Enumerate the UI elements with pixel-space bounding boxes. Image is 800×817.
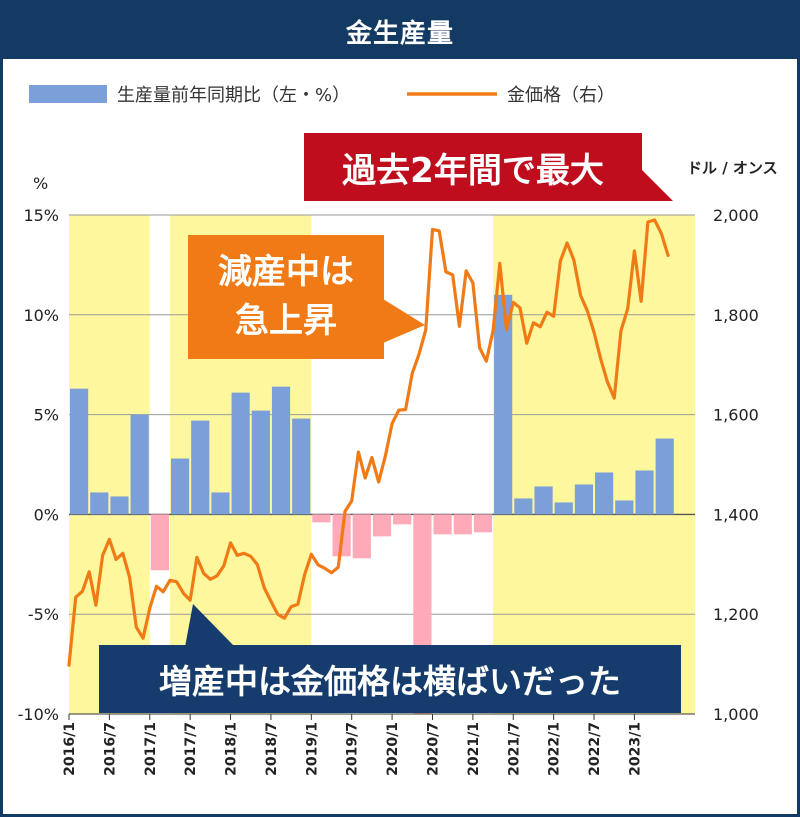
left-tick-label: -10% (18, 705, 59, 724)
x-tick-label: 2016/1 (62, 722, 78, 776)
x-tick-label: 2021/1 (466, 722, 482, 776)
left-tick-label: 10% (23, 306, 59, 325)
x-tick-label: 2018/1 (224, 722, 240, 776)
x-tick-label: 2023/1 (627, 722, 643, 776)
callout-reduction-surge: 減産中は 急上昇 (188, 235, 384, 359)
bar-2020-1 (393, 514, 412, 525)
bar-2022-1 (554, 502, 573, 515)
callout-mid-line1: 減産中は (218, 252, 354, 292)
right-tick-label: 2,000 (713, 206, 759, 225)
x-tick-label: 2019/7 (345, 722, 361, 776)
x-tick-label: 2016/7 (102, 722, 118, 776)
bar-2016-7 (110, 496, 129, 515)
right-tick-label: 1,800 (713, 306, 759, 325)
legend-bar-label: 生産量前年同期比（左・%） (117, 85, 350, 106)
left-tick-label: 15% (23, 206, 59, 225)
callout-max-two-years: 過去2年間で最大 (304, 133, 642, 201)
bar-2018-4 (251, 410, 270, 515)
bar-2022-7 (595, 472, 614, 515)
bar-2022-4 (574, 484, 594, 515)
left-axis-unit: % (33, 174, 48, 193)
bar-2018-10 (292, 418, 311, 515)
legend-line-label: 金価格（右） (507, 85, 615, 106)
line-series-layer (67, 218, 670, 667)
bar-2020-7 (433, 514, 452, 535)
bar-2016-4 (90, 492, 109, 515)
bar-2017-7 (191, 420, 210, 515)
right-tick-label: 1,400 (713, 505, 759, 524)
bar-2020-10 (453, 514, 472, 535)
bar-2019-7 (352, 514, 371, 559)
legend-bar-swatch (29, 85, 107, 103)
x-tick-label: 2022/1 (547, 722, 563, 776)
bar-2017-10 (211, 492, 230, 515)
bar-2023-1 (635, 470, 654, 515)
bar-2019-10 (372, 514, 392, 537)
left-tick-label: -5% (28, 605, 59, 624)
bar-2021-4 (494, 294, 513, 515)
left-tick-label: 0% (34, 505, 59, 524)
x-tick-label: 2017/7 (183, 722, 199, 776)
callout-bottom-pointer (185, 604, 235, 647)
gold-price-line (67, 218, 670, 667)
bar-2022-10 (615, 500, 634, 515)
bar-2017-1 (150, 514, 169, 571)
callout-mid-line2: 急上昇 (235, 301, 337, 341)
right-axis-unit: ドル / オンス (687, 159, 778, 177)
x-tick-label: 2022/7 (587, 722, 603, 776)
bar-2018-7 (271, 386, 291, 515)
chart-title: 金生産量 (3, 3, 797, 59)
bar-2021-1 (473, 514, 493, 533)
bar-2017-4 (170, 458, 190, 515)
x-tick-label: 2019/1 (304, 722, 320, 776)
x-tick-label: 2021/7 (506, 722, 522, 776)
x-tick-label: 2020/7 (425, 722, 441, 776)
bar-series (70, 294, 674, 714)
bar-2021-7 (514, 498, 533, 515)
bar-2016-10 (130, 414, 149, 515)
left-tick-label: 5% (34, 406, 59, 425)
right-tick-label: 1,200 (713, 605, 759, 624)
x-tick-label: 2020/1 (385, 722, 401, 776)
right-tick-label: 1,600 (713, 406, 759, 425)
callout-increase-flat: 増産中は金価格は横ばいだった (99, 645, 681, 713)
bar-2019-1 (312, 514, 331, 523)
legend: 生産量前年同期比（左・%） 金価格（右） (29, 85, 615, 106)
bar-2016-1 (70, 388, 89, 515)
bar-2021-10 (534, 486, 553, 515)
x-tick-label: 2018/7 (264, 722, 280, 776)
bar-2023-4 (655, 438, 674, 515)
right-tick-label: 1,000 (713, 705, 759, 724)
bar-2018-1 (231, 392, 250, 515)
callout-mid-pointer (383, 299, 425, 343)
callout-top-pointer (639, 167, 673, 201)
x-tick-label: 2017/1 (143, 722, 159, 776)
axes: 15% 10% 5% 0% -5% -10% 2,000 1,800 1,600 1,400 1,2… (18, 206, 759, 776)
